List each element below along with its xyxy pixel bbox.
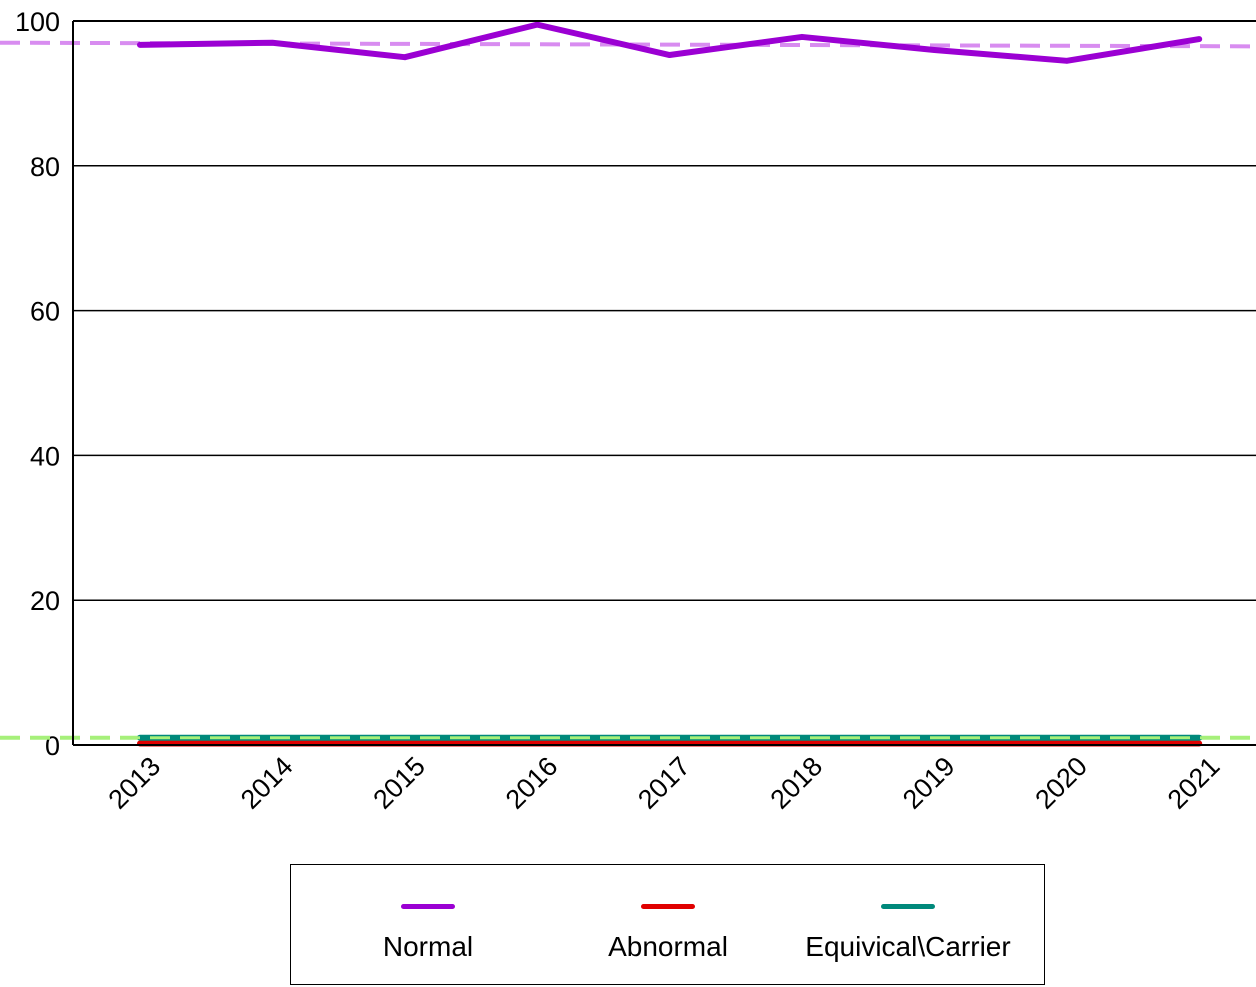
y-tick-label: 80 [30,152,60,182]
x-tick-label: 2017 [632,751,696,815]
series-line-0 [137,21,1203,64]
legend-item-equivical-carrier: Equivical\Carrier [783,865,1033,984]
legend-swatch-normal [401,904,455,909]
legend-item-normal: Normal [303,865,553,984]
y-tick-label: 0 [45,731,60,761]
x-tick-label: 2020 [1029,751,1093,815]
legend-item-abnormal: Abnormal [543,865,793,984]
x-tick-label: 2019 [897,751,961,815]
series-lines [0,21,1256,747]
x-tick-label: 2016 [500,751,564,815]
y-tick-label: 100 [15,7,60,37]
y-tick-label: 40 [30,441,60,471]
y-tick-label: 60 [30,297,60,327]
legend-label-equivical-carrier: Equivical\Carrier [805,931,1011,962]
legend-swatch-equivical-carrier [881,904,935,909]
legend-label-abnormal: Abnormal [608,931,728,962]
grid-lines [73,20,1256,601]
x-tick-label: 2021 [1162,751,1226,815]
axes [72,20,1256,746]
legend-label-normal: Normal [382,931,474,962]
y-tick-label: 20 [30,586,60,616]
legend: Normal Abnormal Equivical\Carrier [290,864,1045,985]
x-tick-label: 2018 [765,751,829,815]
x-tick-label: 2015 [367,751,431,815]
x-tick-label: 2013 [103,751,167,815]
y-axis-tick-labels: 0 20 40 60 80 100 [15,7,60,761]
x-axis-tick-labels: 2013 2014 2015 2016 2017 2018 2019 2020 2021 [103,751,1226,815]
legend-swatch-abnormal [641,904,695,909]
x-tick-label: 2014 [235,751,299,815]
reference-lines [0,40,1256,740]
